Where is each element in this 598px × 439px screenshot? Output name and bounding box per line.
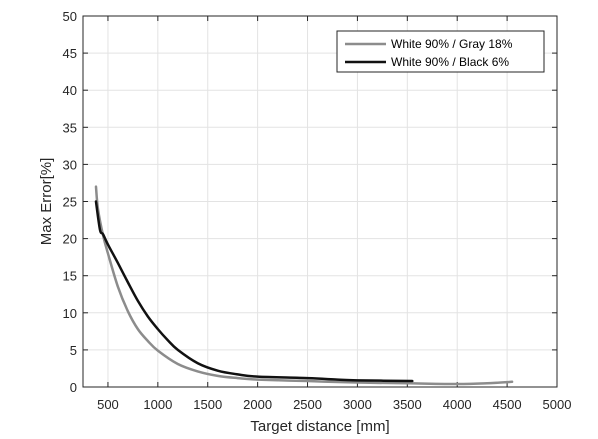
axis-ticks: 500 1000 1500 2000 2500 3000 3500 4000 4500 5000 0… [63, 9, 572, 412]
x-tick-label: 4000 [443, 397, 472, 412]
y-tick-label: 45 [63, 46, 77, 61]
y-tick-label: 35 [63, 120, 77, 135]
legend-label-black: White 90% / Black 6% [391, 55, 509, 69]
x-tick-label: 3500 [393, 397, 422, 412]
y-tick-label: 40 [63, 83, 77, 98]
y-tick-label: 20 [63, 232, 77, 247]
x-tick-label: 3000 [343, 397, 372, 412]
x-tick-label: 2500 [293, 397, 322, 412]
x-tick-label: 1500 [193, 397, 222, 412]
series-line-gray [94, 185, 514, 386]
x-axis-label: Target distance [mm] [250, 418, 389, 435]
x-tick-label: 500 [97, 397, 119, 412]
plot-frame [82, 15, 558, 388]
y-tick-label: 10 [63, 306, 77, 321]
legend: White 90% / Gray 18% White 90% / Black 6… [336, 30, 545, 73]
x-tick-label: 1000 [143, 397, 172, 412]
series-line-black [94, 200, 414, 383]
x-tick-label: 4500 [493, 397, 522, 412]
x-tick-label: 5000 [543, 397, 572, 412]
y-tick-label: 15 [63, 269, 77, 284]
y-tick-label: 25 [63, 195, 77, 210]
y-tick-label: 5 [70, 343, 77, 358]
x-tick-label: 2000 [243, 397, 272, 412]
legend-box [336, 30, 545, 73]
y-tick-label: 30 [63, 157, 77, 172]
legend-label-gray: White 90% / Gray 18% [391, 37, 513, 51]
y-tick-label: 0 [70, 380, 77, 395]
y-axis-label: Max Error[%] [38, 158, 55, 246]
y-tick-label: 50 [63, 9, 77, 24]
series-lines [94, 185, 514, 386]
